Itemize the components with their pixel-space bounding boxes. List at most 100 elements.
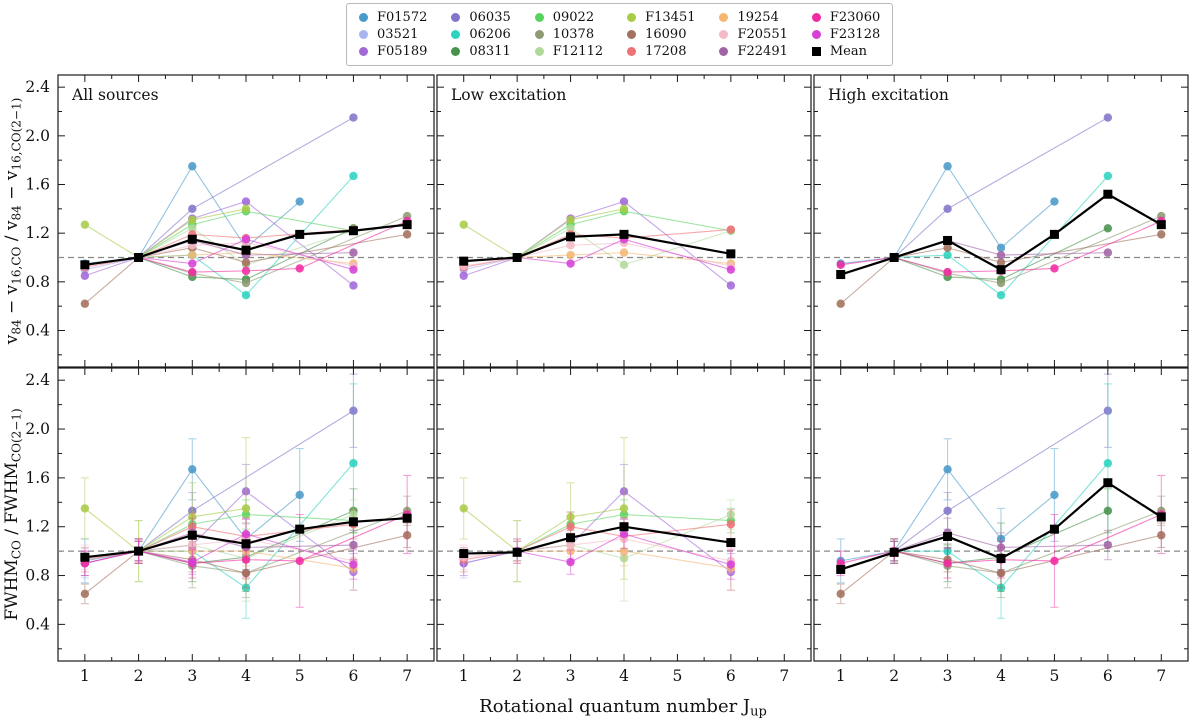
data-point-F22491 (996, 250, 1006, 260)
data-point-F05189 (241, 487, 251, 496)
mean-point (619, 522, 629, 532)
data-point-F23128 (726, 265, 736, 274)
x-axis-label: Rotational quantum number Jup​ (479, 696, 767, 720)
series-line-F23128 (517, 238, 732, 271)
legend-item-F23128: F23128 (811, 28, 880, 41)
mean-point (459, 549, 469, 559)
legend-label: F12112 (552, 44, 604, 59)
data-point-16090 (241, 258, 251, 267)
series-line-F23128 (138, 533, 354, 566)
y-axis-label-row1: FWHMCO​ / FWHMCO(2−1)​ (2, 408, 24, 620)
circle-marker-icon (534, 47, 544, 56)
data-point-F22491 (1103, 248, 1113, 257)
series-line-F23128 (517, 533, 732, 566)
x-tick-label: 1 (80, 667, 90, 685)
x-tick-label: 4 (996, 667, 1006, 685)
data-point-F23128 (349, 560, 358, 569)
series-line-10378 (893, 215, 1162, 284)
y-tick-label: 1.6 (25, 176, 50, 194)
y-axis-label-row0: v84​ − v16,CO​ / v84​ − v16,CO(2−1)​ (2, 98, 24, 346)
mean-point (1103, 478, 1113, 488)
data-point-F13451 (80, 220, 90, 229)
data-point-F23060 (188, 267, 197, 277)
mean-point (836, 270, 846, 280)
mean-point (512, 253, 522, 262)
data-point-F23128 (566, 557, 575, 567)
mean-point (402, 220, 412, 230)
data-point-F23060 (1050, 556, 1059, 566)
data-point-F20551 (566, 241, 575, 250)
legend-label: 17208 (645, 44, 687, 59)
data-point-F23128 (188, 259, 197, 268)
x-tick-label: 4 (619, 667, 629, 685)
data-point-F05189 (459, 271, 468, 280)
x-tick-label: 1 (836, 667, 846, 685)
circle-marker-icon (719, 47, 729, 56)
circle-marker-icon (534, 30, 544, 39)
legend-label: 06206 (469, 27, 511, 42)
mean-point (80, 260, 90, 270)
data-point-F20551 (566, 540, 575, 550)
x-tick-label: 6 (1103, 667, 1113, 685)
mean-point (512, 547, 522, 557)
data-point-F01572 (1050, 490, 1059, 500)
circle-marker-icon (719, 30, 729, 39)
mean-point (726, 538, 736, 548)
series-line-09022 (138, 513, 354, 552)
series-line-10378 (893, 510, 1162, 574)
legend-item-06035: 06035 (451, 10, 511, 25)
mean-point (889, 547, 899, 557)
data-point-F23128 (188, 557, 197, 567)
series-line-F13451 (84, 507, 247, 552)
x-tick-label: 3 (187, 667, 197, 685)
panel-title-all: All sources (71, 86, 159, 104)
panel-all-row0: All sources (57, 74, 435, 368)
data-point-F13451 (188, 512, 197, 522)
data-point-F05189 (619, 487, 629, 496)
y-tick-label: 0.8 (25, 567, 50, 585)
panel-low-row0: Low excitation (436, 74, 812, 368)
data-point-F01572 (1050, 197, 1059, 206)
mean-point (889, 253, 899, 262)
data-point-16090 (1157, 230, 1166, 239)
data-point-09022 (241, 510, 251, 519)
series-line-09022 (516, 513, 731, 552)
series-line-F13451 (463, 208, 625, 259)
x-tick-label: 5 (295, 667, 305, 685)
legend-label: Mean (829, 44, 867, 59)
data-point-16090 (996, 258, 1006, 267)
data-point-08311 (1103, 224, 1113, 233)
data-point-F13451 (80, 504, 90, 513)
data-point-F01572 (295, 490, 304, 500)
data-point-06035 (188, 506, 197, 516)
legend-label: 16090 (645, 27, 687, 42)
data-point-06035 (943, 204, 952, 214)
data-point-F23128 (726, 560, 736, 569)
y-tick-label: 1.2 (25, 224, 50, 242)
y-tick-label: 1.2 (25, 518, 50, 536)
legend-item-17208: 17208 (627, 45, 695, 58)
data-point-F13451 (459, 504, 468, 513)
data-point-F13451 (241, 504, 251, 513)
panel-high-row1: 1 2 3 4 5 6 7 (813, 367, 1189, 685)
circle-marker-icon (451, 30, 461, 39)
mean-point (566, 232, 576, 242)
data-point-16090 (1157, 531, 1166, 540)
legend-item-F01572: F01572 (359, 11, 427, 24)
mean-point (619, 229, 629, 239)
panel-title-high: High excitation (828, 86, 949, 104)
panel-low-row1: 1 2 3 4 5 6 7 (436, 367, 812, 685)
data-point-F12112 (349, 510, 358, 519)
data-point-08311 (1103, 506, 1113, 516)
series-line-F12112 (138, 227, 354, 266)
data-point-F23060 (943, 267, 952, 277)
legend-label: 19254 (737, 10, 779, 25)
legend-item-Mean: Mean (811, 44, 880, 59)
x-tick-label: 5 (672, 667, 682, 685)
circle-marker-icon (359, 30, 368, 39)
legend-label: F05189 (377, 44, 428, 59)
data-point-F01572 (295, 197, 304, 206)
legend-label: 06035 (469, 10, 511, 25)
data-point-17208 (566, 522, 575, 531)
